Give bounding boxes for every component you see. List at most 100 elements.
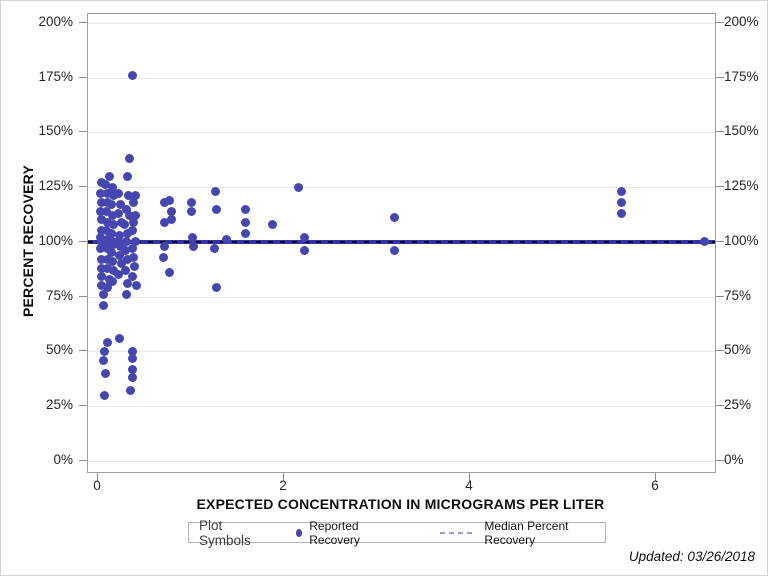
- x-tick-mark: [655, 473, 656, 481]
- scatter-marker-icon: [295, 528, 303, 537]
- data-point: [106, 248, 116, 258]
- y-tick-mark-left: [79, 131, 87, 132]
- x-axis-title: EXPECTED CONCENTRATION IN MICROGRAMS PER…: [196, 496, 605, 512]
- x-tick-label: 6: [651, 478, 659, 493]
- data-point: [210, 243, 220, 253]
- data-point: [267, 219, 277, 229]
- y-tick-mark-left: [79, 460, 87, 461]
- data-point: [128, 346, 138, 356]
- data-point: [131, 281, 141, 291]
- x-tick-label: 2: [279, 478, 287, 493]
- data-point: [106, 228, 116, 238]
- data-point: [99, 300, 109, 310]
- data-point: [116, 259, 126, 269]
- legend-entry-label: Reported Recovery: [309, 518, 360, 547]
- data-point: [115, 230, 125, 240]
- data-point: [97, 272, 107, 282]
- x-tick-mark: [97, 473, 98, 481]
- y-tick-label-right: 100%: [724, 233, 759, 248]
- data-point: [126, 386, 136, 396]
- y-gridline: [88, 351, 715, 352]
- data-point: [122, 228, 132, 238]
- data-point: [616, 197, 626, 207]
- median-recovery-dashes: [88, 241, 715, 243]
- data-point: [165, 195, 175, 205]
- data-point: [116, 241, 126, 251]
- data-point: [120, 246, 130, 256]
- data-point: [186, 206, 196, 216]
- data-point: [128, 243, 138, 253]
- data-point: [240, 228, 250, 238]
- data-point: [125, 211, 135, 221]
- y-tick-label-left: 25%: [45, 397, 73, 412]
- updated-date-note: Updated: 03/26/2018: [628, 549, 755, 564]
- data-point: [187, 233, 197, 243]
- y-tick-mark-right: [716, 350, 724, 351]
- data-point: [100, 390, 110, 400]
- y-tick-mark-right: [716, 241, 724, 242]
- data-point: [104, 171, 114, 181]
- data-point: [128, 373, 138, 383]
- y-tick-label-left: 200%: [38, 14, 73, 29]
- data-point: [130, 261, 139, 271]
- data-point: [106, 200, 116, 210]
- y-tick-label-right: 25%: [724, 397, 752, 412]
- data-point: [124, 191, 134, 201]
- data-point: [103, 189, 113, 199]
- data-point: [129, 197, 139, 207]
- data-point: [389, 213, 399, 223]
- y-tick-mark-left: [79, 296, 87, 297]
- y-tick-mark-left: [79, 22, 87, 23]
- plot-legend: Plot Symbols Reported Recovery Median Pe…: [188, 518, 606, 548]
- data-point: [96, 254, 106, 264]
- legend-entry-reported-recovery: Reported Recovery: [295, 518, 396, 547]
- data-point: [389, 246, 399, 256]
- y-tick-mark-left: [79, 77, 87, 78]
- y-tick-label-right: 75%: [724, 288, 752, 303]
- data-point: [159, 197, 169, 207]
- y-tick-label-left: 175%: [38, 69, 73, 84]
- y-gridline: [88, 132, 715, 133]
- y-gridline: [88, 23, 715, 24]
- dashed-line-icon: [439, 531, 477, 534]
- y-gridline: [88, 78, 715, 79]
- y-tick-label-left: 100%: [38, 233, 73, 248]
- data-point: [114, 189, 124, 199]
- data-point: [103, 217, 113, 227]
- y-tick-label-right: 200%: [724, 14, 759, 29]
- data-point: [107, 276, 117, 286]
- y-tick-mark-right: [716, 296, 724, 297]
- data-point: [167, 206, 177, 216]
- data-point: [101, 237, 111, 247]
- data-point: [101, 180, 111, 190]
- data-point: [300, 246, 310, 256]
- data-point: [120, 265, 130, 275]
- data-point: [103, 263, 113, 273]
- legend-entry-median-recovery: Median Percent Recovery: [396, 519, 595, 547]
- data-point: [293, 182, 303, 192]
- data-point: [97, 197, 107, 207]
- data-point: [108, 265, 118, 275]
- data-point: [210, 187, 220, 196]
- data-point: [107, 257, 117, 267]
- x-tick-mark: [283, 473, 284, 481]
- data-point: [103, 338, 113, 348]
- data-point: [102, 206, 112, 216]
- data-point: [101, 368, 111, 378]
- y-tick-mark-right: [716, 131, 724, 132]
- data-point: [128, 364, 138, 374]
- data-point: [95, 243, 105, 253]
- x-tick-label: 0: [93, 478, 101, 493]
- data-point: [96, 178, 106, 188]
- data-point: [122, 279, 132, 289]
- y-tick-label-right: 150%: [724, 123, 759, 138]
- data-point: [119, 219, 129, 229]
- data-point: [114, 208, 124, 218]
- y-tick-label-left: 0%: [53, 452, 73, 467]
- y-tick-mark-right: [716, 77, 724, 78]
- data-point: [108, 239, 118, 249]
- data-point: [114, 270, 124, 280]
- data-point: [108, 191, 118, 201]
- data-point: [158, 252, 168, 262]
